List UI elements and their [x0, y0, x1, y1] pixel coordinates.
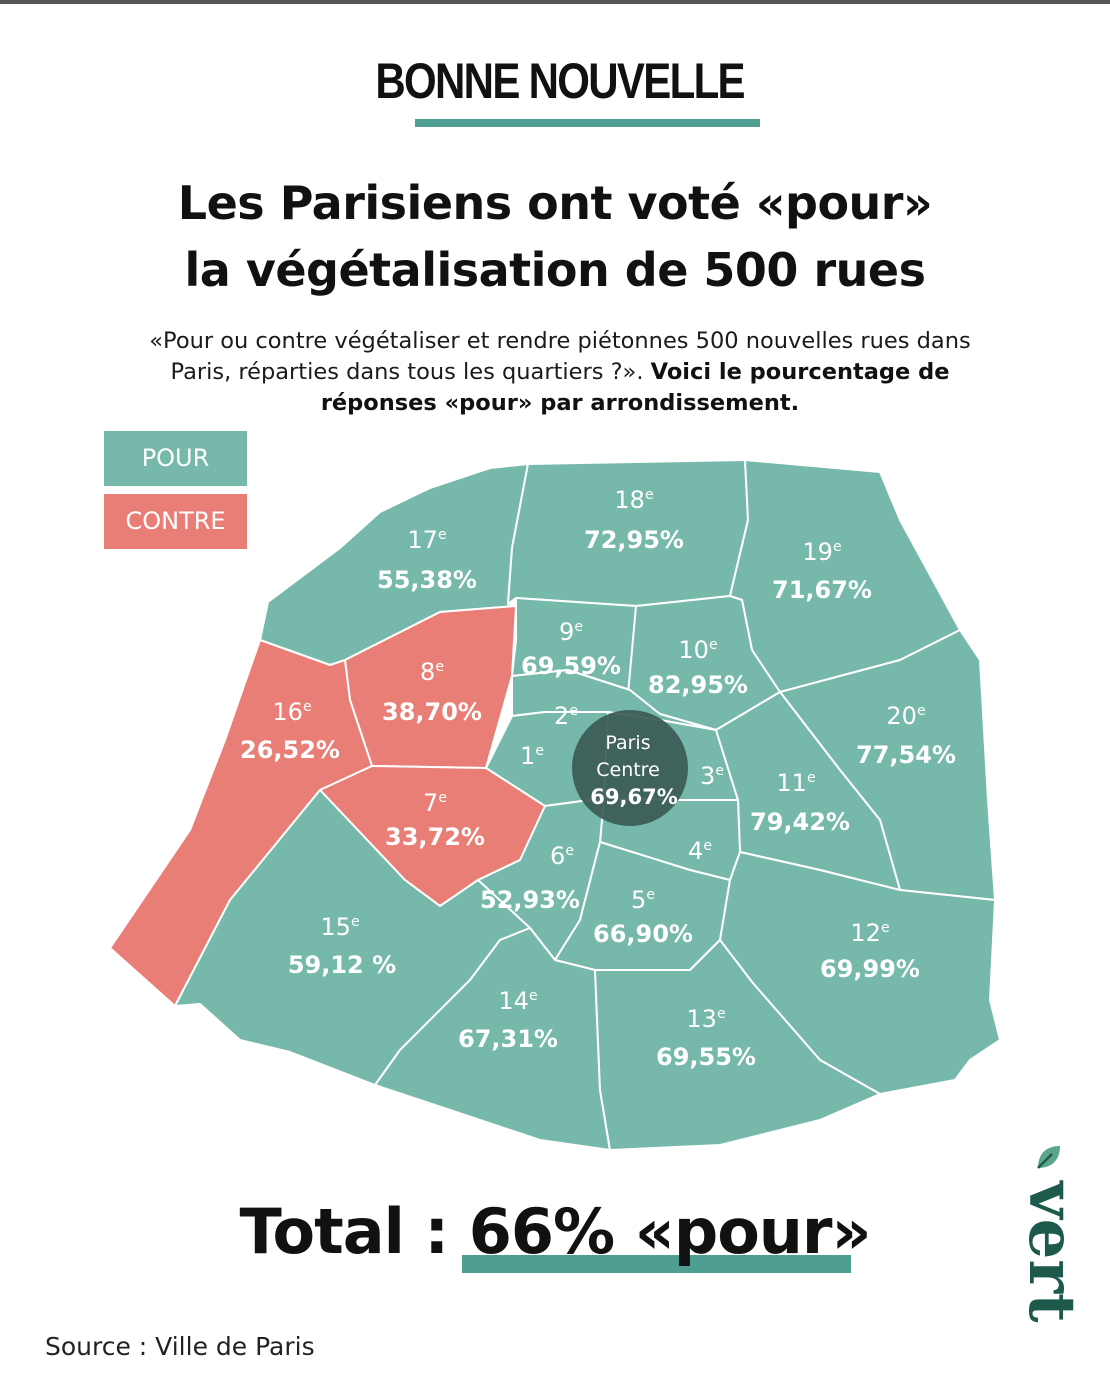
district-5-number-value: 5: [631, 886, 646, 914]
district-8-suffix: e: [435, 659, 444, 675]
district-13-suffix: e: [717, 1006, 726, 1022]
district-16-percentage: 26,52%: [240, 736, 340, 764]
district-11-suffix: e: [807, 770, 816, 786]
district-9-percentage: 69,59%: [521, 652, 621, 680]
district-7-suffix: e: [438, 790, 447, 806]
district-11-number-value: 11: [776, 769, 807, 797]
district-15-number-value: 15: [320, 913, 351, 941]
district-7-number-value: 7: [423, 789, 438, 817]
district-18-number-value: 18: [614, 486, 645, 514]
district-8-percentage: 38,70%: [382, 698, 482, 726]
district-6-number-value: 6: [550, 842, 565, 870]
district-11-percentage: 79,42%: [750, 808, 850, 836]
district-16-number-value: 16: [272, 698, 303, 726]
district-3-suffix: e: [715, 763, 724, 779]
district-10-percentage: 82,95%: [648, 671, 748, 699]
district-2-suffix: e: [569, 703, 578, 719]
district-14-number-value: 14: [498, 987, 529, 1015]
district-6-percentage: 52,93%: [480, 886, 580, 914]
district-19-percentage: 71,67%: [772, 576, 872, 604]
paris-centre-pct: 69,67%: [590, 785, 677, 809]
paris-centre-line-1: Paris: [605, 732, 650, 754]
district-13-number-value: 13: [686, 1005, 717, 1033]
total-summary: Total : 66% «pour»: [0, 1195, 1110, 1268]
district-20-number-value: 20: [886, 702, 917, 730]
district-17-number-value: 17: [407, 526, 438, 554]
district-8-number-value: 8: [420, 658, 435, 686]
paris-centre-line-2: Centre: [596, 759, 660, 781]
district-10-suffix: e: [709, 637, 718, 653]
district-10-number-value: 10: [678, 636, 709, 664]
district-14-suffix: e: [529, 988, 538, 1004]
district-12-suffix: e: [881, 920, 890, 936]
total-value: 66% «pour»: [469, 1195, 871, 1268]
district-7-percentage: 33,72%: [385, 823, 485, 851]
district-16-suffix: e: [303, 699, 312, 715]
district-6-suffix: e: [565, 843, 574, 859]
vert-logo-text: vert: [1011, 1167, 1091, 1337]
district-17-percentage: 55,38%: [377, 566, 477, 594]
district-9-suffix: e: [574, 619, 583, 635]
district-2-number-value: 2: [554, 702, 569, 730]
district-14-percentage: 67,31%: [458, 1025, 558, 1053]
district-20-suffix: e: [917, 703, 926, 719]
district-12-percentage: 69,99%: [820, 955, 920, 983]
district-13-percentage: 69,55%: [656, 1043, 756, 1071]
total-prefix: Total :: [239, 1195, 468, 1268]
district-15-percentage: 59,12 %: [288, 951, 396, 979]
district-4-number-value: 4: [688, 837, 703, 865]
district-4-suffix: e: [703, 838, 712, 854]
district-17-suffix: e: [438, 527, 447, 543]
district-19-number-value: 19: [802, 538, 833, 566]
district-1-number-value: 1: [520, 742, 535, 770]
vert-logo: vert: [1012, 1172, 1082, 1352]
district-18-suffix: e: [645, 487, 654, 503]
district-5-percentage: 66,90%: [593, 920, 693, 948]
district-9-number-value: 9: [559, 618, 574, 646]
district-5-suffix: e: [646, 887, 655, 903]
district-20-percentage: 77,54%: [856, 741, 956, 769]
district-12-number-value: 12: [850, 919, 881, 947]
source-credit: Source : Ville de Paris: [45, 1332, 315, 1361]
district-15-suffix: e: [351, 914, 360, 930]
district-1-suffix: e: [535, 743, 544, 759]
district-19-suffix: e: [833, 539, 842, 555]
district-3-number-value: 3: [700, 762, 715, 790]
district-18-percentage: 72,95%: [584, 526, 684, 554]
